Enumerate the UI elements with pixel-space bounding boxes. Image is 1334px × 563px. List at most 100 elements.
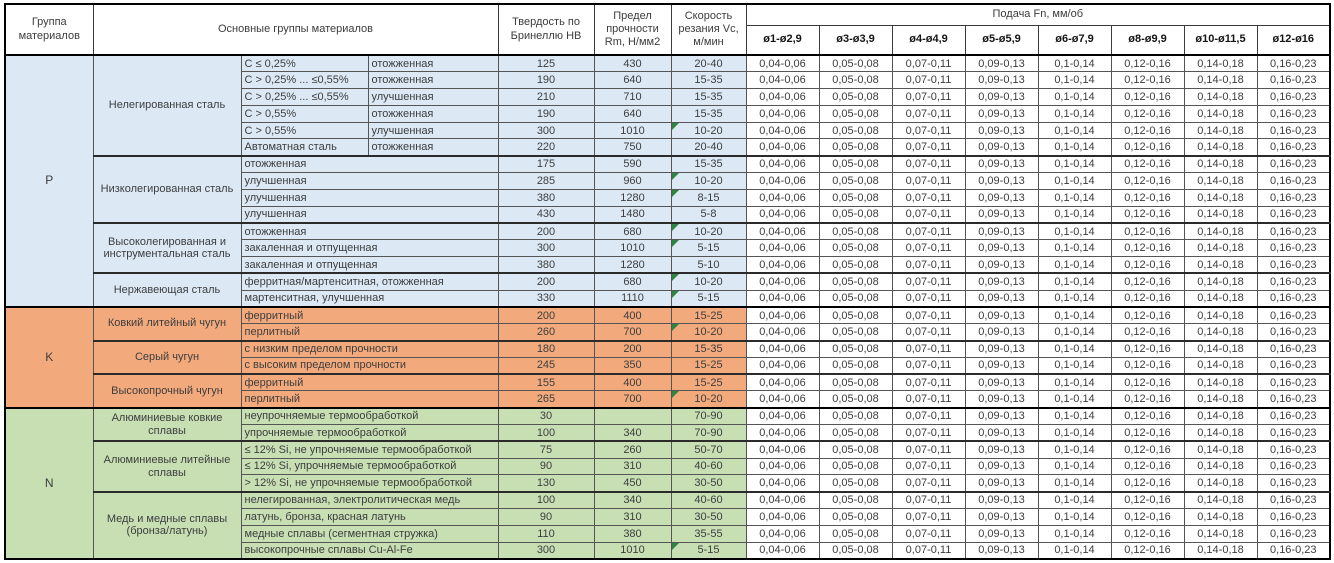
header-diameter: ø6-ø7,9 [1037,24,1112,56]
table-row: улучшенная 430 1480 5-8 0,04-0,06 0,05-0,08 0,… [5,205,1331,224]
speed-cell: 50-70 [670,440,747,459]
subgroup-name-cell: Серый чугун [92,339,242,375]
strength-cell: 1010 [593,541,672,560]
hardness-cell: 300 [497,239,595,258]
feed-cell: 0,1-0,14 [1037,205,1112,224]
feed-cell: 0,16-0,23 [1256,188,1331,207]
feed-cell: 0,1-0,14 [1037,138,1112,157]
feed-cell: 0,12-0,16 [1110,154,1185,174]
material-state-cell: латунь, бронза, красная латунь [240,508,499,526]
hardness-cell: 380 [497,188,595,207]
feed-cell: 0,07-0,11 [891,71,966,90]
material-state-cell: закаленная и отпущенная [240,239,499,258]
feed-cell: 0,1-0,14 [1037,356,1112,375]
feed-cell: 0,14-0,18 [1183,305,1258,325]
speed-cell: 40-60 [670,457,747,476]
feed-cell: 0,04-0,06 [745,524,820,543]
strength-cell: 340 [593,424,672,442]
feed-cell: 0,14-0,18 [1183,356,1258,375]
table-row: Высокопрочный чугун ферритный 155 400 15-25 0… [5,373,1331,409]
hardness-cell: 260 [497,323,595,342]
feed-cell: 0,16-0,23 [1256,508,1331,526]
strength-cell: 640 [593,104,672,123]
feed-cell: 0,14-0,18 [1183,289,1258,308]
feed-cell: 0,14-0,18 [1183,524,1258,543]
header-speed: Скорость резания Vc, м/мин [670,3,747,56]
feed-cell: 0,04-0,06 [745,54,820,73]
hardness-cell: 200 [497,221,595,241]
feed-cell: 0,09-0,13 [964,339,1039,358]
speed-cell: 70-90 [670,406,747,426]
speed-cell: 15-35 [670,88,747,106]
feed-cell: 0,09-0,13 [964,88,1039,106]
feed-cell: 0,1-0,14 [1037,508,1112,526]
feed-cell: 0,05-0,08 [818,54,893,73]
table-row: ≤ 12% Si, упрочняемые термообработкой 90 3… [5,457,1331,476]
feed-cell: 0,05-0,08 [818,305,893,325]
feed-cell: 0,1-0,14 [1037,54,1112,73]
feed-cell: 0,05-0,08 [818,373,893,392]
feed-cell: 0,12-0,16 [1110,205,1185,224]
group-letter-cell: P [4,54,94,308]
material-state-cell: ферритный [240,305,499,325]
subgroup-name-cell: Нелегированная сталь [92,54,242,157]
feed-cell: 0,1-0,14 [1037,424,1112,442]
header-main-groups: Основные группы материалов [92,3,499,56]
feed-cell: 0,16-0,23 [1256,490,1331,510]
feed-cell: 0,16-0,23 [1256,457,1331,476]
strength-cell: 640 [593,71,672,90]
strength-cell: 710 [593,88,672,106]
feed-cell: 0,07-0,11 [891,239,966,258]
speed-cell: 40-60 [670,490,747,510]
feed-cell: 0,05-0,08 [818,104,893,123]
feed-cell: 0,04-0,06 [745,256,820,274]
feed-cell: 0,04-0,06 [745,154,820,174]
feed-cell: 0,1-0,14 [1037,239,1112,258]
strength-cell: 400 [593,305,672,325]
feed-cell: 0,16-0,23 [1256,272,1331,291]
strength-cell: 680 [593,272,672,291]
speed-cell: 10-20 [670,323,747,342]
subgroup-name-cell: Медь и медные сплавы (бронза/латунь) [92,490,242,560]
feed-cell: 0,16-0,23 [1256,373,1331,392]
feed-cell: 0,16-0,23 [1256,104,1331,123]
material-state-cell: улучшенная [367,121,499,140]
feed-cell: 0,16-0,23 [1256,474,1331,493]
header-diameter: ø1-ø2,9 [745,24,820,56]
feed-cell: 0,16-0,23 [1256,221,1331,241]
feed-cell: 0,04-0,06 [745,457,820,476]
feed-cell: 0,16-0,23 [1256,121,1331,140]
speed-cell: 15-35 [670,154,747,174]
material-state-cell: отожженная [367,71,499,90]
speed-cell: 5-15 [670,289,747,308]
feed-cell: 0,1-0,14 [1037,457,1112,476]
feed-cell: 0,16-0,23 [1256,440,1331,459]
material-spec-cell: C > 0,55% [240,104,369,123]
material-spec-cell: C > 0,25% ... ≤0,55% [240,88,369,106]
table-row: улучшенная 380 1280 8-15 0,04-0,06 0,05-0,08 0… [5,188,1331,207]
feed-cell: 0,12-0,16 [1110,474,1185,493]
feed-cell: 0,12-0,16 [1110,406,1185,426]
speed-cell: 10-20 [670,172,747,190]
feed-cell: 0,14-0,18 [1183,457,1258,476]
feed-cell: 0,09-0,13 [964,54,1039,73]
feed-cell: 0,12-0,16 [1110,54,1185,73]
feed-cell: 0,12-0,16 [1110,239,1185,258]
feed-cell: 0,1-0,14 [1037,256,1112,274]
feed-cell: 0,09-0,13 [964,154,1039,174]
strength-cell: 310 [593,508,672,526]
speed-cell: 15-25 [670,356,747,375]
feed-cell: 0,04-0,06 [745,339,820,358]
material-state-cell: улучшенная [240,172,499,190]
strength-cell: 1480 [593,205,672,224]
feed-cell: 0,12-0,16 [1110,390,1185,409]
feed-cell: 0,14-0,18 [1183,104,1258,123]
feed-cell: 0,04-0,06 [745,474,820,493]
feed-cell: 0,09-0,13 [964,390,1039,409]
feed-cell: 0,16-0,23 [1256,541,1331,560]
hardness-cell: 200 [497,305,595,325]
table-row: перлитный 260 700 10-20 0,04-0,06 0,05-0,08 0,… [5,323,1331,342]
feed-cell: 0,14-0,18 [1183,373,1258,392]
header-diameter: ø10-ø11,5 [1183,24,1258,56]
feed-cell: 0,07-0,11 [891,205,966,224]
